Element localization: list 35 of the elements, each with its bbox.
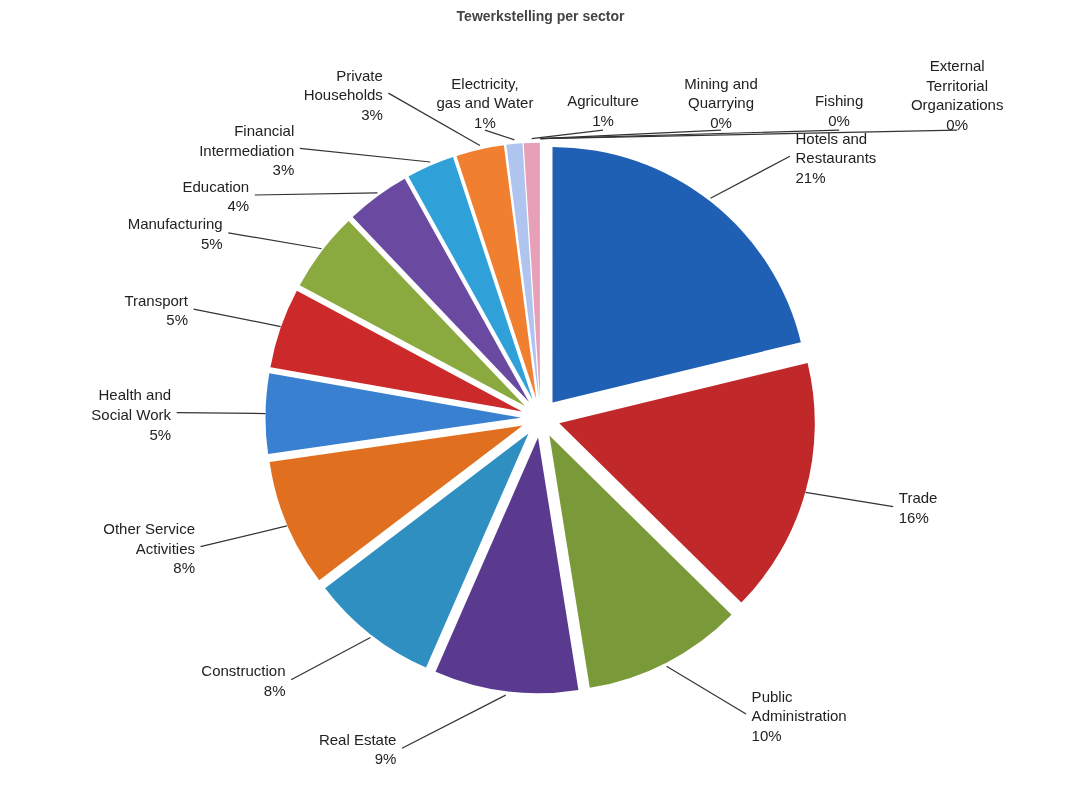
slice-label: Hotels and Restaurants <box>795 129 877 167</box>
slice-label: Public Administration <box>751 687 847 725</box>
slice-label: Health and Social Work <box>91 386 172 423</box>
slice-label: Financial Intermediation <box>199 122 295 159</box>
slice-label: Real Estate <box>318 730 397 748</box>
text: 0% <box>828 111 850 129</box>
slice-label: Manufacturing <box>127 215 223 233</box>
slice-label: Transport <box>124 291 189 309</box>
text: 0% <box>946 115 969 133</box>
data-label: 8% <box>263 681 286 699</box>
data-label: 4% <box>227 197 250 215</box>
chart-title: Tewerkstelling per sector <box>456 7 625 24</box>
slice-label: Construction <box>201 662 286 680</box>
slice-label: Electricity, gas and Water <box>436 74 534 112</box>
slice-label: Trade <box>898 489 938 507</box>
data-label: 8% <box>173 559 195 577</box>
data-label: 3% <box>361 105 383 123</box>
slice-label: Private Households <box>303 66 383 104</box>
data-label: 3% <box>272 161 295 179</box>
data-label: 5% <box>166 311 189 329</box>
data-label: 21% <box>795 169 826 187</box>
data-label: 1% <box>474 113 496 131</box>
data-label: 1% <box>592 111 614 129</box>
data-label: 10% <box>751 726 782 744</box>
data-label: 5% <box>201 234 223 252</box>
category-label: Fishing <box>814 92 864 110</box>
data-label: 16% <box>898 508 929 526</box>
slice-label: Education <box>182 177 250 195</box>
category-label: Mining and Quarrying <box>684 74 758 112</box>
category-label: External Territorial Organizations <box>910 57 1004 114</box>
data-label: 9% <box>374 750 397 768</box>
text: 0% <box>710 113 732 131</box>
data-label: 5% <box>149 425 172 443</box>
slice-label: Other Service Activities <box>103 520 195 557</box>
slice-label: Agriculture <box>567 92 639 110</box>
